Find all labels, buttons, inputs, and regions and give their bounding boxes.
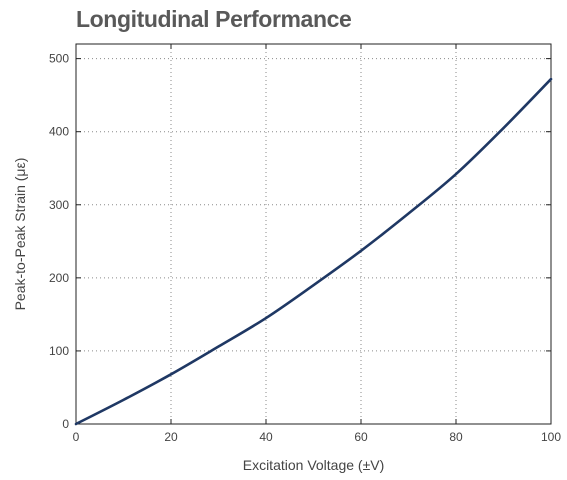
x-tick-label: 80: [449, 430, 463, 444]
x-tick-label: 0: [73, 430, 80, 444]
plot-area-frame: [75, 43, 552, 425]
x-tick-label: 40: [259, 430, 273, 444]
y-tick-label: 200: [49, 271, 69, 285]
y-tick-label: 400: [49, 125, 69, 139]
y-tick-label: 300: [49, 198, 69, 212]
series-group: [74, 77, 553, 426]
x-tick-label: 60: [354, 430, 368, 444]
y-tick-label: 500: [49, 52, 69, 66]
x-tick-label: 20: [164, 430, 178, 444]
strain-curve-line: [74, 77, 553, 426]
grid-lines: [76, 44, 551, 424]
y-tick-label: 100: [49, 344, 69, 358]
axis-ticks: 0 20 40 60 80 100 0 100 200 300 400 500: [49, 44, 561, 444]
x-tick-label: 100: [541, 430, 561, 444]
x-axis-label: Excitation Voltage (±V): [243, 457, 385, 473]
y-tick-label: 0: [62, 417, 69, 431]
y-axis-label: Peak-to-Peak Strain (με): [12, 158, 28, 311]
chart-title: Longitudinal Performance: [76, 6, 352, 32]
